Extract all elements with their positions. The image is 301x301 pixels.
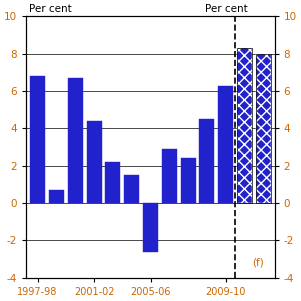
Text: (f): (f) xyxy=(252,258,264,268)
Bar xyxy=(162,149,177,203)
Bar xyxy=(143,203,158,252)
Bar xyxy=(68,78,83,203)
Text: Per cent: Per cent xyxy=(29,4,72,14)
Bar xyxy=(124,175,139,203)
Bar xyxy=(256,54,271,203)
Bar xyxy=(181,158,196,203)
Bar xyxy=(218,85,233,203)
Bar xyxy=(200,119,215,203)
Bar xyxy=(105,162,120,203)
Bar xyxy=(49,190,64,203)
Bar xyxy=(237,48,252,203)
Bar xyxy=(237,48,252,203)
Bar xyxy=(30,76,45,203)
Bar xyxy=(86,121,101,203)
Text: Per cent: Per cent xyxy=(205,4,248,14)
Bar xyxy=(256,54,271,203)
